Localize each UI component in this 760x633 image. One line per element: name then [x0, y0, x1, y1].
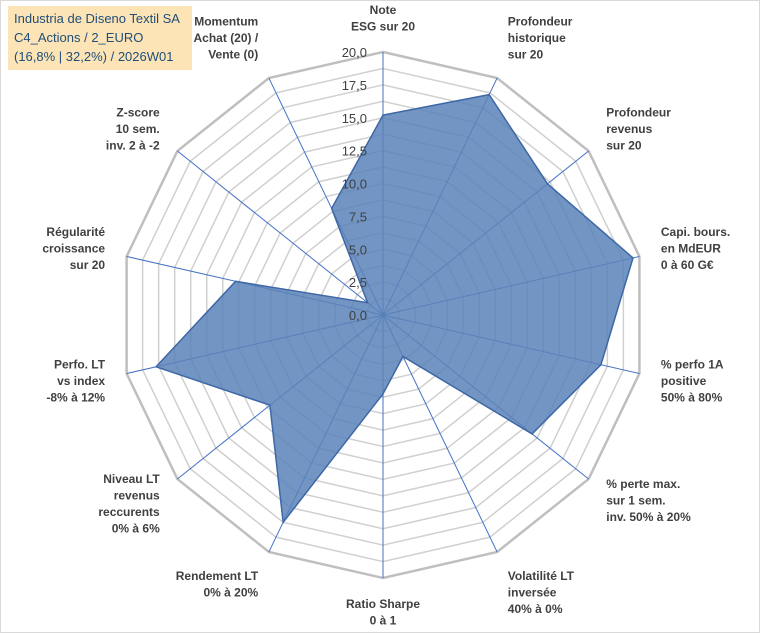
axis-label-7: Ratio Sharpe 0 à 1: [346, 597, 420, 628]
tick-label: 0,0: [349, 308, 367, 323]
axis-label-0: Note ESG sur 20: [351, 3, 415, 34]
axis-label-5: % perte max. sur 1 sem. inv. 50% à 20%: [606, 477, 691, 524]
axis-label-11: Régularité croissance sur 20: [42, 225, 105, 272]
tick-label: 17,5: [342, 78, 367, 93]
tick-label: 10,0: [342, 177, 367, 192]
axis-label-1: Profondeur historique sur 20: [508, 15, 573, 62]
tick-label: 15,0: [342, 111, 367, 126]
tick-label: 7,5: [349, 209, 367, 224]
axis-label-9: Niveau LT revenus reccurents 0% à 6%: [98, 472, 160, 536]
spoke-line: [177, 150, 384, 316]
tick-label: 20,0: [342, 45, 367, 60]
axis-label-10: Perfo. LT vs index -8% à 12%: [46, 358, 105, 405]
axis-label-13: Momentum Achat (20) / Vente (0): [194, 15, 259, 62]
tick-label: 12,5: [342, 144, 367, 159]
axis-label-8: Rendement LT 0% à 20%: [176, 569, 259, 600]
axis-label-4: % perfo 1A positive 50% à 80%: [661, 358, 724, 405]
title-box: Industria de Diseno Textil SA C4_Actions…: [8, 6, 192, 70]
axis-label-3: Capi. bours. en MdEUR 0 à 60 G€: [661, 225, 730, 272]
tick-label: 2,5: [349, 275, 367, 290]
title-line-1: Industria de Diseno Textil SA: [14, 11, 180, 26]
axis-label-12: Z-score 10 sem. inv. 2 à -2: [106, 106, 160, 153]
title-line-2: C4_Actions / 2_EURO: [14, 30, 144, 45]
axis-label-6: Volatilité LT inversée 40% à 0%: [508, 569, 575, 616]
title-line-3: (16,8% | 32,2%) / 2026W01: [14, 49, 174, 64]
axis-label-2: Profondeur revenus sur 20: [606, 106, 671, 153]
tick-label: 5,0: [349, 242, 367, 257]
